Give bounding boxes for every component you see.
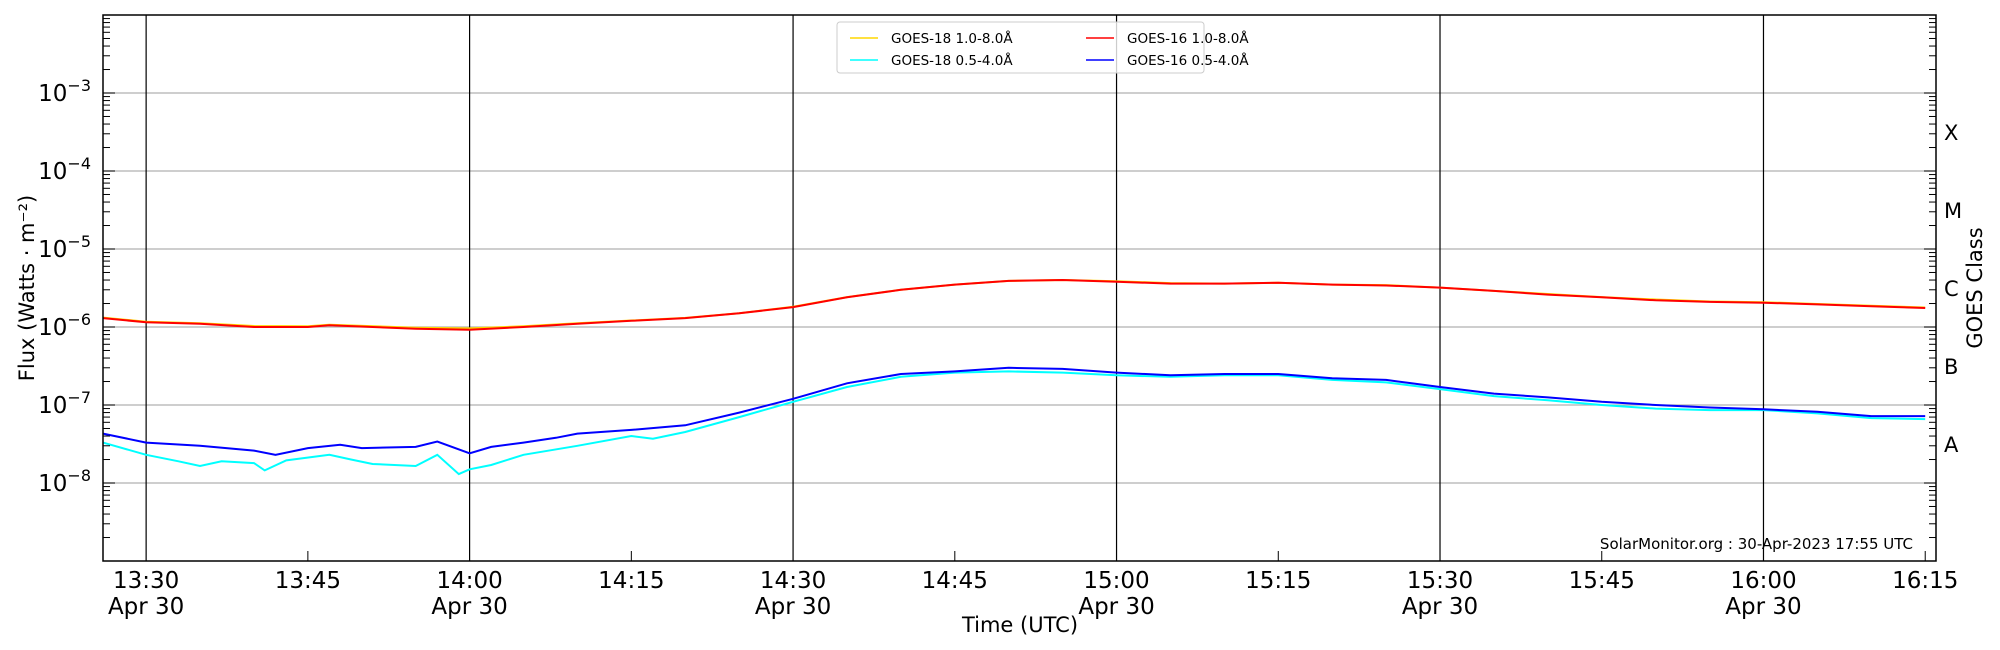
- series-line: [102, 278, 1926, 330]
- x-tick-label: 13:45: [275, 568, 341, 594]
- x-tick-date-label: Apr 30: [108, 594, 184, 620]
- series-lines: [102, 278, 1926, 476]
- x-tick-label: 15:15: [1245, 568, 1311, 594]
- x-tick-label: 14:45: [922, 568, 988, 594]
- grid: [103, 15, 1936, 561]
- y-axis-right-label: GOES Class: [1963, 227, 1987, 348]
- x-tick-date-label: Apr 30: [431, 594, 507, 620]
- goes-class-label: C: [1944, 277, 1959, 301]
- x-tick-label: 13:30: [113, 568, 179, 594]
- goes-class-label: B: [1944, 355, 1958, 379]
- series-line: [102, 370, 1926, 476]
- x-tick-date-label: Apr 30: [755, 594, 831, 620]
- y-axis-label: Flux (Watts · m⁻²): [15, 195, 39, 381]
- y-tick-label: 10−3: [38, 76, 91, 107]
- goes-class-label: X: [1944, 121, 1958, 145]
- goes-class-label: M: [1944, 199, 1962, 223]
- goes-class-label: A: [1944, 433, 1959, 457]
- x-tick-label: 16:00: [1730, 568, 1796, 594]
- x-tick-label: 16:15: [1892, 568, 1958, 594]
- plot-frame: [102, 14, 1937, 562]
- y-tick-label: 10−5: [38, 232, 91, 263]
- legend-label: GOES-16 1.0-8.0Å: [1127, 30, 1249, 47]
- legend-label: GOES-18 0.5-4.0Å: [891, 52, 1013, 69]
- legend-label: GOES-18 1.0-8.0Å: [891, 30, 1013, 47]
- y-tick-label: 10−6: [38, 310, 91, 341]
- source-annotation: SolarMonitor.org : 30-Apr-2023 17:55 UTC: [1600, 535, 1913, 553]
- x-tick-label: 15:45: [1569, 568, 1635, 594]
- series-line: [102, 366, 1926, 456]
- legend-label: GOES-16 0.5-4.0Å: [1127, 52, 1249, 69]
- y-tick-label: 10−4: [38, 154, 91, 185]
- y-tick-label: 10−7: [38, 388, 91, 419]
- x-tick-label: 14:00: [436, 568, 502, 594]
- x-tick-date-label: Apr 30: [1725, 594, 1801, 620]
- x-axis-label: Time (UTC): [961, 613, 1078, 637]
- x-tick-label: 15:00: [1083, 568, 1149, 594]
- x-tick-date-label: Apr 30: [1078, 594, 1154, 620]
- x-tick-label: 14:30: [760, 568, 826, 594]
- x-tick-label: 15:30: [1407, 568, 1473, 594]
- y-tick-label: 10−8: [38, 466, 91, 497]
- x-tick-date-label: Apr 30: [1402, 594, 1478, 620]
- series-line: [102, 278, 1926, 331]
- x-tick-label: 14:15: [598, 568, 664, 594]
- legend: GOES-18 1.0-8.0Å GOES-18 0.5-4.0Å GOES-16 …: [836, 21, 1249, 74]
